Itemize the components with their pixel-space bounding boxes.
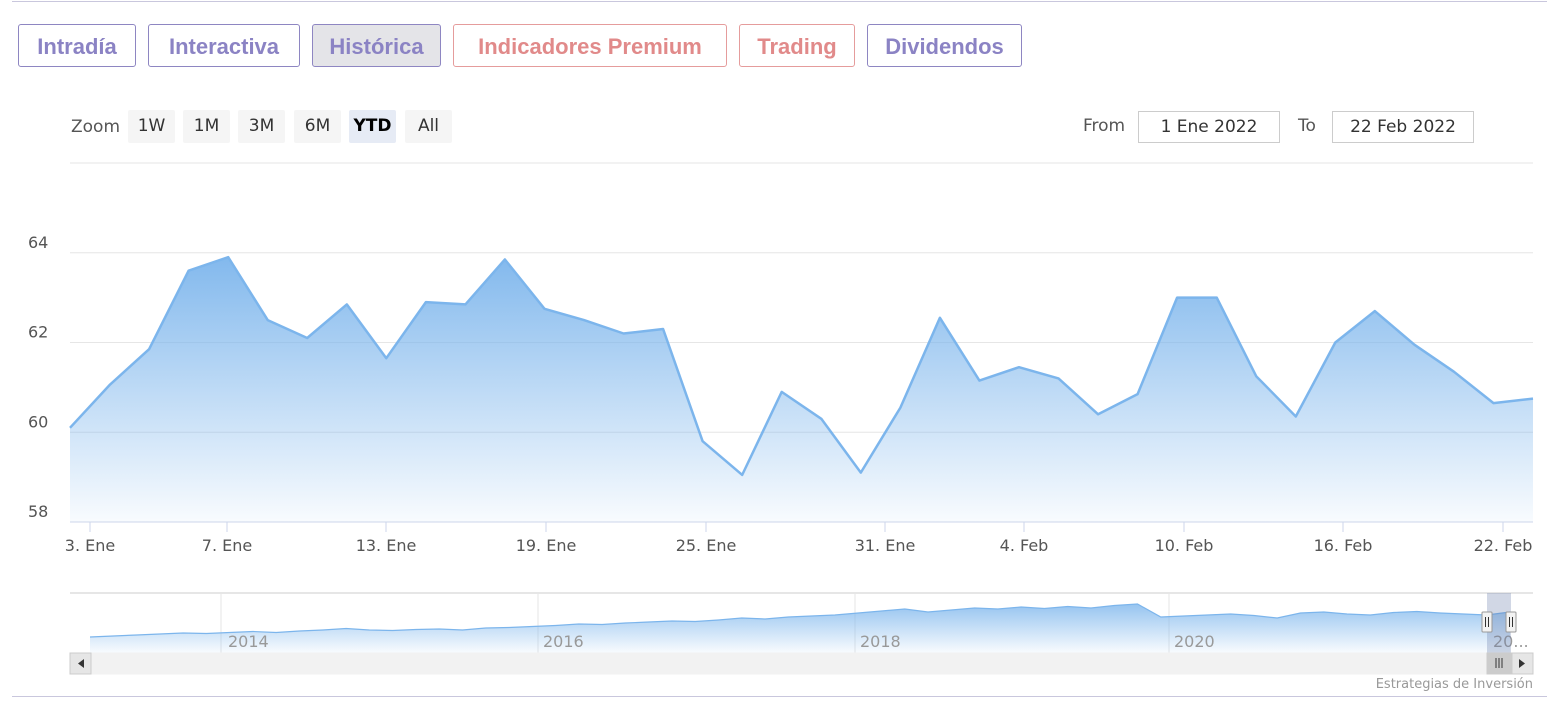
x-tick-label: 7. Ene <box>202 536 252 555</box>
chevron-left-icon <box>78 659 84 668</box>
top-divider <box>12 1 1547 2</box>
navigator-area <box>90 604 1510 653</box>
chevron-right-icon <box>1519 659 1525 668</box>
x-tick-label: 10. Feb <box>1155 536 1214 555</box>
tab-indicadores-premium[interactable]: Indicadores Premium <box>453 24 727 67</box>
navigator-label: 20... <box>1493 632 1529 651</box>
tab-dividendos[interactable]: Dividendos <box>867 24 1022 67</box>
navigator-right-handle[interactable] <box>1505 611 1517 633</box>
to-date-input[interactable]: 22 Feb 2022 <box>1332 111 1474 143</box>
navigator-label: 2014 <box>228 632 269 651</box>
x-tick-label: 16. Feb <box>1314 536 1373 555</box>
zoom-label: Zoom <box>71 117 121 137</box>
x-tick-label: 3. Ene <box>65 536 115 555</box>
scrollbar-track[interactable] <box>69 652 1534 675</box>
zoom-button-ytd[interactable]: YTD <box>349 110 396 143</box>
credits-text: Estrategias de Inversión <box>1375 677 1533 692</box>
tab-hist-rica[interactable]: Histórica <box>312 24 441 67</box>
to-label: To <box>1298 116 1316 136</box>
x-tick-label: 13. Ene <box>356 536 417 555</box>
x-tick-label: 22. Feb <box>1474 536 1533 555</box>
tab-trading[interactable]: Trading <box>739 24 855 67</box>
zoom-button-6m[interactable]: 6M <box>294 110 341 143</box>
tab-intrad-a[interactable]: Intradía <box>18 24 136 67</box>
navigator-label: 2020 <box>1174 632 1215 651</box>
y-tick-label: 58 <box>28 502 48 521</box>
series-area <box>70 257 1533 522</box>
x-tick-label: 31. Ene <box>855 536 916 555</box>
x-tick-label: 25. Ene <box>676 536 737 555</box>
navigator-label: 2018 <box>860 632 901 651</box>
zoom-button-all[interactable]: All <box>405 110 452 143</box>
navigator-label: 2016 <box>543 632 584 651</box>
from-label: From <box>1083 116 1126 136</box>
y-tick-label: 60 <box>28 412 48 431</box>
x-tick-label: 4. Feb <box>1000 536 1049 555</box>
series-line <box>69 255 1534 477</box>
navigator-left-handle[interactable] <box>1481 611 1493 633</box>
navigator-line <box>89 603 1511 638</box>
x-tick-label: 19. Ene <box>516 536 577 555</box>
zoom-button-3m[interactable]: 3M <box>238 110 285 143</box>
y-tick-label: 62 <box>28 323 48 342</box>
bottom-divider <box>12 696 1547 697</box>
from-date-input[interactable]: 1 Ene 2022 <box>1138 111 1280 143</box>
tab-interactiva[interactable]: Interactiva <box>148 24 300 67</box>
zoom-button-1w[interactable]: 1W <box>128 110 175 143</box>
zoom-button-1m[interactable]: 1M <box>183 110 230 143</box>
y-tick-label: 64 <box>28 233 48 252</box>
